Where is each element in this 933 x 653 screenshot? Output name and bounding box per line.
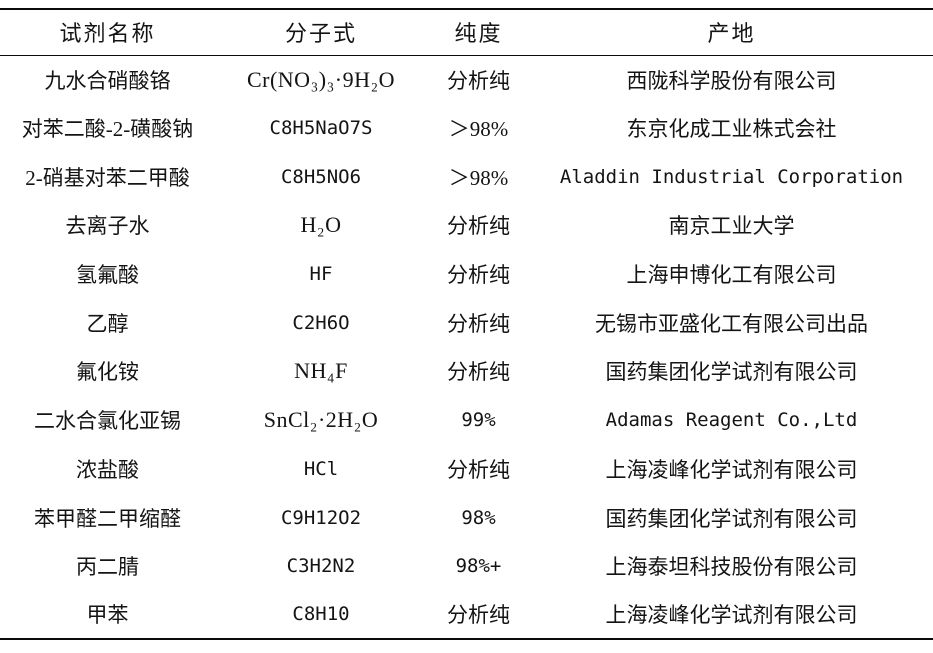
- cell-purity: 分析纯: [447, 311, 510, 336]
- table-row: 苯甲醛二甲缩醛 C9H12O2 98% 国药集团化学试剂有限公司: [0, 493, 933, 542]
- table-body: 九水合硝酸铬 Cr(NO₃)₃·9H₂O 分析纯 西陇科学股份有限公司对苯二酸-2-磺…: [0, 55, 933, 639]
- table-row: 氟化铵 NH₄F 分析纯 国药集团化学试剂有限公司: [0, 347, 933, 396]
- cell-formula: HF: [309, 263, 333, 286]
- cell-purity: 99%: [461, 409, 496, 432]
- cell-purity: ＞98%: [448, 117, 509, 142]
- cell-formula: C3H2N2: [286, 555, 356, 578]
- cell-origin: 西陇科学股份有限公司: [626, 68, 837, 93]
- cell-reagent-name: 2-硝基对苯二甲酸: [25, 165, 190, 190]
- cell-purity: 分析纯: [447, 360, 510, 385]
- table-row: 甲苯 C8H10 分析纯 上海凌峰化学试剂有限公司: [0, 591, 933, 640]
- cell-formula: C8H5NO6: [280, 165, 362, 188]
- cell-origin: 国药集团化学试剂有限公司: [605, 360, 858, 385]
- cell-formula: C8H5NaO7S: [269, 117, 373, 140]
- cell-origin: 无锡市亚盛化工有限公司出品: [595, 311, 868, 336]
- cell-origin: 南京工业大学: [668, 214, 795, 239]
- cell-reagent-name: 对苯二酸-2-磺酸钠: [21, 117, 194, 142]
- cell-origin: 上海申博化工有限公司: [626, 263, 837, 288]
- table-row: 去离子水 H₂O 分析纯 南京工业大学: [0, 201, 933, 250]
- cell-formula: C2H6O: [292, 311, 350, 334]
- cell-formula: H₂O: [300, 212, 342, 238]
- table-row: 浓盐酸 HCl 分析纯 上海凌峰化学试剂有限公司: [0, 445, 933, 494]
- column-header-purity: 纯度: [427, 9, 530, 56]
- cell-origin: 东京化成工业株式会社: [626, 117, 837, 142]
- table-row: 丙二腈 C3H2N2 98%+ 上海泰坦科技股份有限公司: [0, 542, 933, 591]
- column-header-origin: 产地: [530, 9, 933, 56]
- table-header: 试剂名称 分子式 纯度 产地: [0, 9, 933, 56]
- cell-purity: 98%+: [455, 555, 502, 578]
- cell-reagent-name: 氟化铵: [76, 360, 139, 385]
- cell-purity: 分析纯: [447, 603, 510, 628]
- cell-purity: 分析纯: [447, 263, 510, 288]
- cell-origin: 上海凌峰化学试剂有限公司: [605, 603, 858, 628]
- cell-reagent-name: 氢氟酸: [76, 263, 139, 288]
- cell-purity: ＞98%: [448, 165, 509, 190]
- cell-reagent-name: 丙二腈: [76, 555, 139, 580]
- cell-reagent-name: 甲苯: [86, 603, 129, 628]
- table-row: 对苯二酸-2-磺酸钠 C8H5NaO7S ＞98% 东京化成工业株式会社: [0, 104, 933, 153]
- cell-reagent-name: 去离子水: [65, 214, 150, 239]
- table-row: 二水合氯化亚锡 SnCl₂·2H₂O 99% Adamas Reagent Co.,L…: [0, 396, 933, 445]
- table-row: 氢氟酸 HF 分析纯 上海申博化工有限公司: [0, 250, 933, 299]
- header-row: 试剂名称 分子式 纯度 产地: [0, 9, 933, 56]
- cell-purity: 分析纯: [447, 68, 510, 93]
- cell-reagent-name: 乙醇: [86, 311, 129, 336]
- cell-formula: C8H10: [292, 603, 350, 626]
- cell-origin: 上海泰坦科技股份有限公司: [605, 555, 858, 580]
- table-row: 乙醇 C2H6O 分析纯 无锡市亚盛化工有限公司出品: [0, 298, 933, 347]
- cell-formula: SnCl₂·2H₂O: [263, 407, 379, 433]
- cell-formula: NH₄F: [294, 358, 348, 384]
- table-row: 九水合硝酸铬 Cr(NO₃)₃·9H₂O 分析纯 西陇科学股份有限公司: [0, 55, 933, 104]
- table-row: 2-硝基对苯二甲酸 C8H5NO6 ＞98% Aladdin Industrial C…: [0, 152, 933, 201]
- cell-purity: 分析纯: [447, 214, 510, 239]
- reagent-table: 试剂名称 分子式 纯度 产地 九水合硝酸铬 Cr(NO₃)₃·9H₂O 分析纯 西陇科…: [0, 8, 933, 641]
- cell-reagent-name: 浓盐酸: [76, 457, 139, 482]
- column-header-formula: 分子式: [215, 9, 427, 56]
- cell-origin: 上海凌峰化学试剂有限公司: [605, 457, 858, 482]
- cell-reagent-name: 九水合硝酸铬: [44, 68, 171, 93]
- cell-formula: C9H12O2: [280, 506, 362, 529]
- cell-formula: Cr(NO₃)₃·9H₂O: [246, 66, 396, 92]
- cell-origin: Adamas Reagent Co.,Ltd: [605, 409, 858, 432]
- cell-formula: HCl: [303, 457, 339, 480]
- cell-origin: Aladdin Industrial Corporation: [559, 165, 904, 188]
- cell-reagent-name: 二水合氯化亚锡: [34, 409, 181, 434]
- cell-reagent-name: 苯甲醛二甲缩醛: [34, 506, 181, 531]
- cell-origin: 国药集团化学试剂有限公司: [605, 506, 858, 531]
- column-header-reagent-name: 试剂名称: [0, 9, 215, 56]
- cell-purity: 分析纯: [447, 457, 510, 482]
- cell-purity: 98%: [461, 506, 496, 529]
